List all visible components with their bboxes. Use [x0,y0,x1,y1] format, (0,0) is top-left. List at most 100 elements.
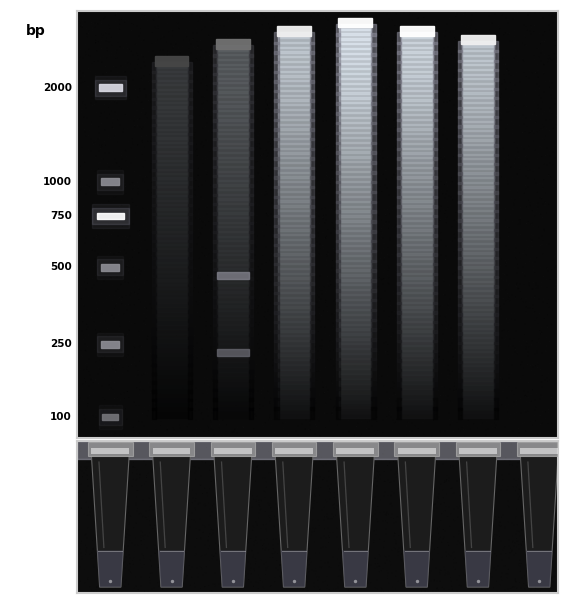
Point [139,319,148,328]
Point [227,255,236,264]
Point [478,562,487,572]
Point [480,166,489,176]
Point [437,177,446,187]
Point [135,242,144,251]
Point [304,383,314,392]
Point [197,303,206,313]
Point [136,470,145,480]
Point [369,445,378,454]
Point [401,401,411,411]
Point [126,47,136,56]
Point [522,250,531,260]
Point [130,167,139,176]
Point [474,420,483,429]
Point [338,268,348,277]
Point [96,40,105,50]
Point [164,366,174,376]
Point [180,57,189,67]
Point [106,237,115,246]
Point [447,238,456,248]
Bar [217,264,249,269]
Point [156,384,166,393]
Point [129,426,138,435]
Point [116,280,125,289]
Point [442,218,451,228]
Point [305,417,314,427]
Point [522,302,531,312]
Point [286,66,295,75]
Point [468,300,477,309]
Point [463,160,472,170]
Point [261,145,270,155]
Point [158,514,167,524]
Point [516,360,525,370]
Point [450,553,459,563]
Point [216,363,225,373]
Point [549,448,558,458]
Point [370,526,379,536]
Point [502,314,511,324]
Bar [336,309,340,321]
Point [317,556,326,565]
Point [321,399,330,409]
Point [258,271,267,280]
Point [551,474,560,484]
Point [314,96,323,106]
Point [409,581,418,590]
Point [450,201,459,210]
Point [107,310,116,319]
Point [473,576,483,586]
Point [311,53,320,62]
Point [465,404,474,414]
Point [291,62,301,72]
Point [304,262,313,271]
Point [415,129,424,138]
Point [309,411,318,420]
Point [291,271,300,280]
Point [108,258,117,268]
Point [358,588,367,597]
Point [407,501,416,511]
Point [416,537,425,547]
Bar [397,80,401,92]
Point [487,568,496,577]
Point [131,39,140,49]
Point [529,490,538,499]
Point [351,467,360,477]
Point [163,97,172,107]
Point [402,193,411,203]
Point [285,414,294,423]
Point [255,562,264,572]
Bar [278,330,310,337]
Point [475,557,484,566]
Point [285,330,294,340]
Point [219,550,228,559]
Point [497,121,506,131]
Point [403,293,412,303]
Point [311,126,320,135]
Bar [336,388,340,399]
Point [361,105,370,114]
Point [323,84,332,94]
Point [394,587,403,596]
Point [239,16,248,25]
Point [400,384,409,393]
Point [229,355,238,364]
Point [403,517,412,526]
Point [358,53,367,62]
Point [78,265,87,274]
Point [466,230,475,240]
Point [141,553,150,563]
Point [417,367,426,377]
Point [121,404,130,413]
Point [466,512,475,521]
Point [452,477,462,486]
Point [202,376,211,385]
Point [324,279,333,288]
Point [466,440,475,449]
Point [371,461,380,471]
Point [530,209,539,218]
Point [261,575,270,584]
Point [459,185,468,194]
Point [295,269,304,279]
